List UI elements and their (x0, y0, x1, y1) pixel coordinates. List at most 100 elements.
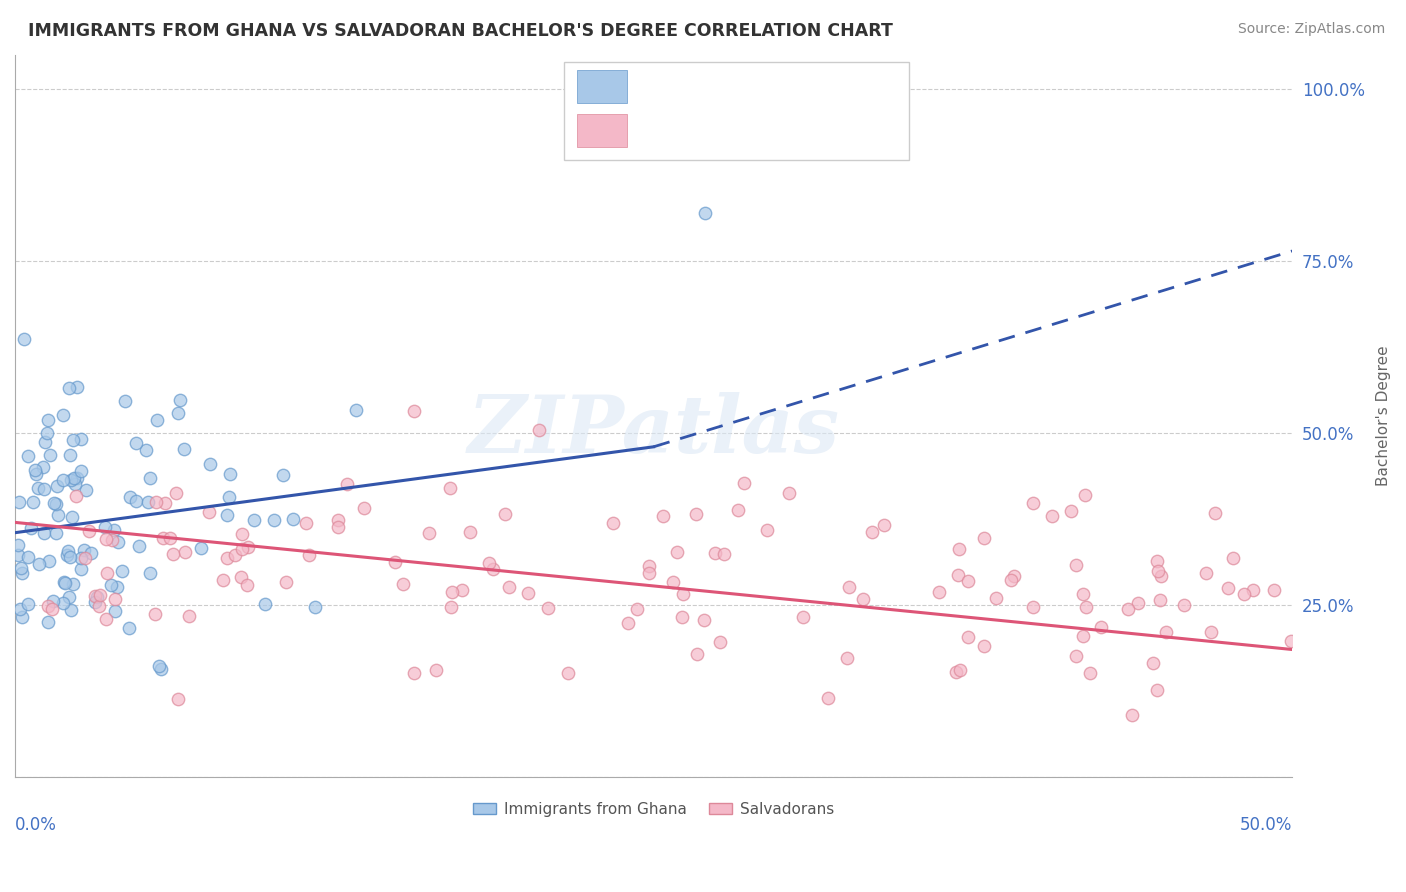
Point (402, 404, 425, 418)
Point (39, 448, 62, 462)
Point (557, 666, 579, 681)
Point (704, 546, 727, 560)
Point (62, 576, 84, 591)
Point (218, 467, 240, 481)
Point (778, 486, 800, 500)
Point (89, 599, 111, 613)
Point (672, 587, 695, 601)
Point (217, 551, 239, 566)
Point (494, 508, 516, 522)
Point (1241, 583, 1264, 598)
Point (65, 477, 87, 491)
Point (94, 532, 117, 546)
Point (602, 516, 624, 531)
Point (37, 413, 59, 427)
Point (713, 547, 735, 561)
Point (529, 423, 551, 437)
Point (1195, 566, 1218, 580)
Point (166, 406, 188, 420)
Point (53, 574, 76, 589)
Point (651, 509, 673, 524)
Point (56, 543, 79, 558)
Point (153, 496, 176, 510)
Point (63, 471, 86, 485)
Point (66, 471, 89, 485)
Point (231, 527, 253, 541)
Point (482, 561, 505, 575)
Point (693, 206, 716, 220)
Point (159, 531, 181, 545)
Point (32, 459, 55, 474)
Point (1074, 488, 1097, 502)
Point (83, 589, 105, 603)
Point (70, 562, 93, 576)
Point (73, 551, 96, 566)
Point (254, 597, 277, 611)
Point (537, 601, 560, 615)
Point (1126, 596, 1149, 610)
Text: 50.0%: 50.0% (1240, 816, 1292, 834)
FancyBboxPatch shape (576, 113, 627, 147)
Point (792, 609, 814, 624)
Point (1040, 508, 1063, 523)
Point (665, 545, 688, 559)
Point (835, 651, 858, 665)
Point (110, 564, 132, 578)
Point (1173, 599, 1195, 613)
Point (20, 521, 42, 535)
Point (73, 543, 96, 558)
Point (70, 433, 93, 447)
Point (243, 513, 266, 527)
Point (169, 393, 191, 408)
Point (1156, 624, 1178, 639)
Point (105, 580, 128, 594)
Point (148, 659, 170, 673)
Point (65, 489, 87, 503)
Point (107, 534, 129, 549)
Point (21, 494, 44, 508)
Point (84, 595, 107, 609)
Point (25, 467, 48, 482)
Point (1022, 496, 1045, 510)
Text: Source: ZipAtlas.com: Source: ZipAtlas.com (1237, 22, 1385, 37)
Point (1022, 600, 1045, 615)
Point (852, 591, 875, 606)
Point (55, 548, 77, 562)
Point (685, 507, 707, 521)
Text: R =  0.169: R = 0.169 (638, 71, 727, 89)
Point (617, 615, 640, 630)
Point (104, 592, 127, 607)
Point (28, 557, 51, 571)
Text: ZIPatlas: ZIPatlas (468, 392, 839, 469)
Point (1279, 634, 1302, 648)
Point (125, 494, 148, 508)
Point (7, 495, 30, 509)
Point (143, 607, 166, 621)
Point (1080, 666, 1102, 681)
Point (1204, 506, 1226, 520)
Text: N =  97: N = 97 (787, 71, 851, 89)
Point (626, 602, 648, 616)
Point (59, 549, 82, 564)
Point (212, 573, 235, 587)
Point (58, 591, 80, 605)
Point (336, 477, 359, 491)
Point (17, 449, 39, 463)
Point (956, 574, 979, 588)
Point (1199, 625, 1222, 640)
Point (135, 443, 157, 458)
Point (138, 566, 160, 580)
Point (103, 524, 125, 538)
Point (32, 525, 55, 540)
Point (637, 559, 659, 574)
Point (32, 482, 55, 496)
Point (17, 550, 39, 565)
Point (1222, 550, 1244, 565)
Point (295, 516, 318, 531)
Point (439, 481, 461, 495)
Point (1263, 583, 1285, 598)
Point (838, 580, 860, 594)
Point (945, 665, 967, 679)
Point (224, 548, 246, 562)
Point (946, 568, 969, 582)
